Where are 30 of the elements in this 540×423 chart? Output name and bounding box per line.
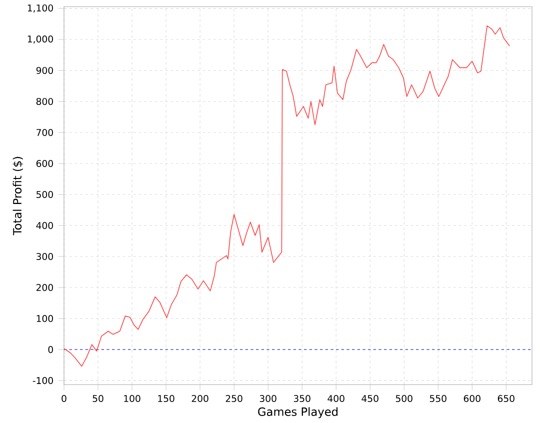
x-tick-label: 0 [62,395,66,402]
y-tick-label: 1,100 [28,4,53,13]
y-tick-label: -100 [32,377,53,384]
y-axis-title: Total Profit ($) [12,157,24,236]
x-tick-label: 450 [362,395,378,402]
y-tick-label: 0 [48,346,53,354]
y-tick-label: 800 [36,98,53,106]
x-tick-label: 150 [158,395,174,402]
y-tick-label: 500 [36,191,53,198]
x-tick-label: 350 [294,395,310,402]
x-axis-title: Games Played [258,407,338,418]
y-tick-label: 400 [36,222,53,230]
x-tick-label: 50 [92,395,104,402]
x-tick-label: 400 [328,395,344,402]
x-tick-label: 600 [464,395,480,402]
y-tick-label: 100 [36,315,53,322]
x-tick-label: 200 [192,395,208,402]
y-tick-label: 200 [36,284,53,292]
y-tick-label: 1,000 [28,36,53,44]
x-tick-label: 500 [396,395,412,402]
line-series [64,26,510,367]
y-tick-label: 700 [36,129,53,136]
y-tick-label: 300 [36,253,53,260]
y-tick-label: 600 [36,160,53,168]
x-tick-label: 250 [226,395,242,402]
x-tick-label: 550 [430,395,446,402]
x-tick-label: 100 [124,395,140,402]
y-tick-label: 900 [36,67,53,74]
x-tick-label: 650 [498,395,514,402]
x-tick-label: 300 [260,395,276,402]
